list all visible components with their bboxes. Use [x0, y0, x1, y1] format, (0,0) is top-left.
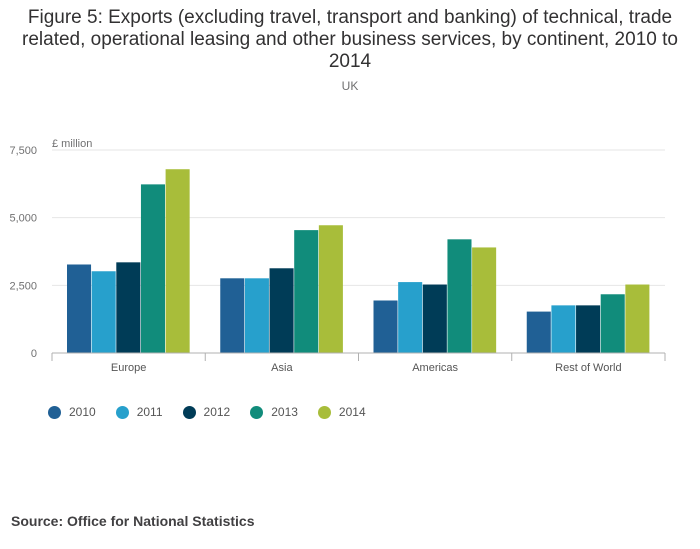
legend-swatch	[182, 405, 196, 419]
y-tick-label: 0	[31, 348, 37, 360]
legend-item[interactable]: 2011	[115, 405, 163, 419]
axis-layer: 0 2,500 5,000 7,500 £ million Europe Asia Ameri…	[9, 138, 666, 374]
bar	[625, 284, 650, 353]
bar	[472, 247, 497, 353]
legend-swatch	[48, 405, 61, 419]
legend-label: 2013	[271, 405, 298, 419]
legend: 2010 2011 2012 2013 2014	[48, 405, 386, 419]
y-tick-label: 7,500	[9, 145, 37, 157]
x-tick-label: Americas	[412, 362, 458, 374]
bar	[294, 230, 319, 353]
legend-label: 2010	[69, 405, 96, 419]
bar-layer	[67, 169, 650, 353]
legend-item[interactable]: 2014	[317, 405, 366, 419]
bar	[422, 284, 447, 353]
x-tick-label: Europe	[111, 362, 146, 374]
legend-label: 2011	[136, 405, 163, 419]
bar	[67, 264, 92, 353]
y-axis-label: £ million	[52, 138, 92, 150]
legend-item[interactable]: 2010	[48, 405, 96, 419]
x-tick-label: Rest of World	[555, 362, 621, 374]
bar	[244, 278, 269, 353]
legend-label: 2014	[338, 405, 366, 419]
bar	[576, 305, 601, 353]
legend-swatch	[115, 405, 129, 419]
bar	[398, 282, 423, 353]
legend-swatch	[317, 405, 331, 419]
y-tick-label: 5,000	[9, 213, 37, 225]
bar	[269, 268, 294, 353]
bar	[318, 225, 343, 353]
bar	[551, 305, 576, 353]
legend-item[interactable]: 2012	[182, 405, 231, 419]
bar	[140, 184, 165, 353]
chart-subtitle: UK	[341, 79, 359, 93]
bar	[600, 294, 625, 353]
chart-title: Figure 5: Exports (excluding travel, tra…	[22, 7, 678, 72]
bar	[526, 311, 551, 353]
source-note: Source: Office for National Statistics	[11, 513, 255, 529]
bar	[447, 239, 472, 353]
legend-label: 2012	[203, 405, 231, 419]
bar	[165, 169, 190, 353]
x-tick-label: Asia	[271, 362, 293, 374]
legend-swatch	[250, 405, 264, 419]
bar	[373, 300, 398, 353]
legend-item[interactable]: 2013	[250, 405, 298, 419]
bar	[220, 278, 245, 353]
y-tick-label: 2,500	[9, 280, 37, 292]
bar	[116, 262, 141, 353]
bar	[91, 271, 116, 353]
